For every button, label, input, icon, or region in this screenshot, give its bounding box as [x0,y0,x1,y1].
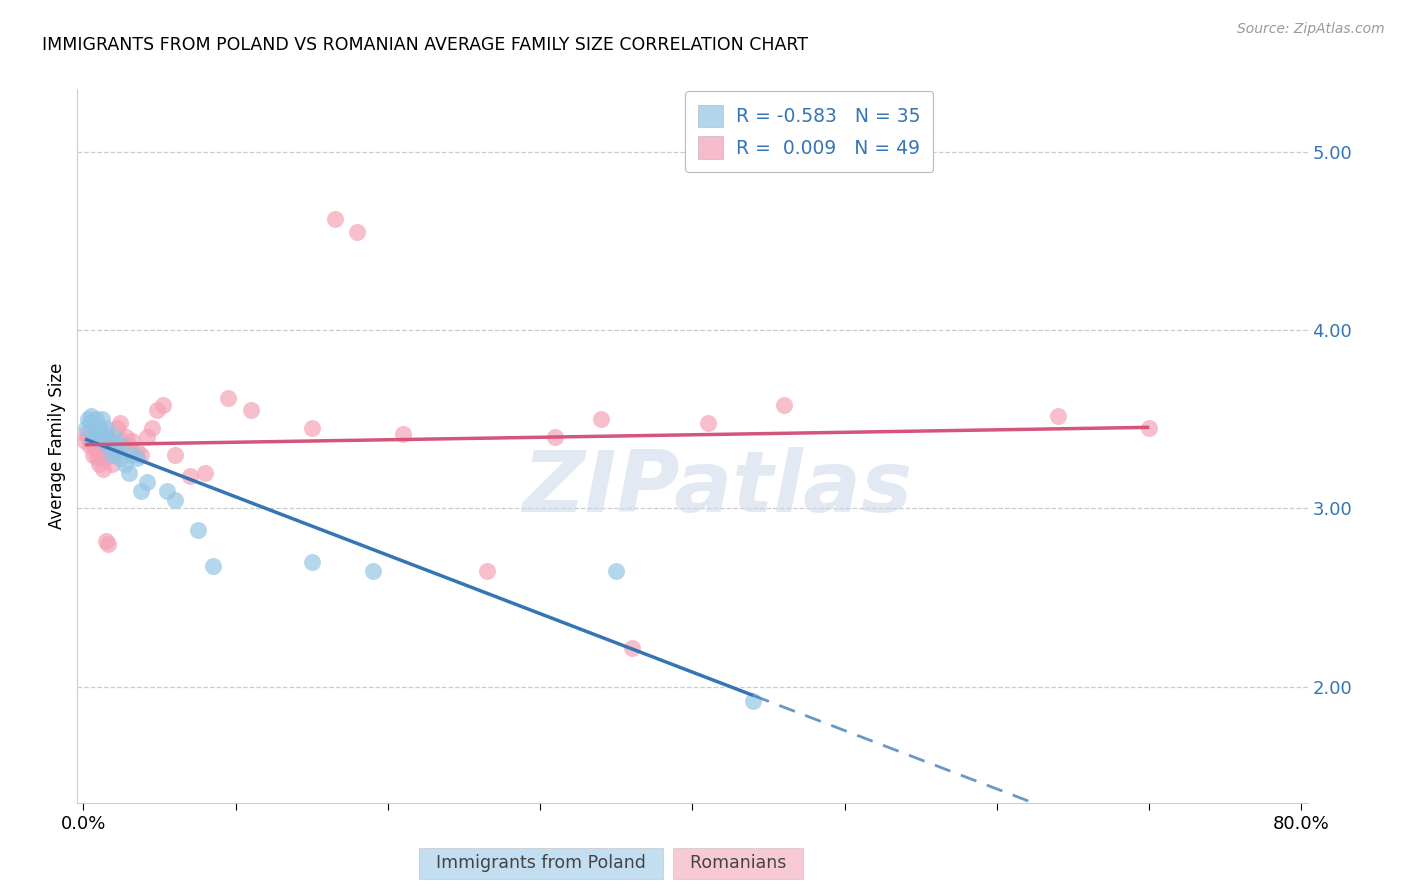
Point [392,426,415,441]
Point [83,421,105,435]
Point [80,409,103,423]
Point [97,439,120,453]
Point [101,448,124,462]
Point [82,448,104,462]
Point [80,434,103,448]
Point [121,448,143,462]
Point [105,444,128,458]
Point [125,444,148,458]
Point [100,434,122,448]
Point [1046,409,1069,423]
Point [301,421,323,435]
Text: Immigrants from Poland: Immigrants from Poland [426,855,657,872]
Point [141,421,163,435]
Legend: R = -0.583   N = 35, R =  0.009   N = 49: R = -0.583 N = 35, R = 0.009 N = 49 [685,92,934,172]
Point [91,434,114,448]
Point [84,444,107,458]
Point [201,558,224,573]
Point [187,523,209,537]
Point [114,457,136,471]
Point [82,430,104,444]
Point [84,412,107,426]
Point [118,466,141,480]
Point [361,564,384,578]
Point [110,434,132,448]
Point [301,555,323,569]
Point [73,434,96,448]
Point [129,448,152,462]
Point [89,448,111,462]
Point [620,640,643,655]
Point [239,403,262,417]
Point [79,439,101,453]
Point [179,469,201,483]
Point [93,426,115,441]
Point [696,416,718,430]
Point [129,483,152,498]
Point [544,430,567,444]
Point [96,421,118,435]
Point [121,434,143,448]
Point [75,426,97,441]
Point [100,434,122,448]
Text: IMMIGRANTS FROM POLAND VS ROMANIAN AVERAGE FAMILY SIZE CORRELATION CHART: IMMIGRANTS FROM POLAND VS ROMANIAN AVERA… [42,36,808,54]
Point [96,533,118,548]
Point [163,492,186,507]
Point [475,564,498,578]
Point [125,451,148,466]
Text: Source: ZipAtlas.com: Source: ZipAtlas.com [1237,22,1385,37]
Point [101,457,124,471]
Point [83,439,105,453]
Point [1137,421,1160,435]
Point [323,212,346,227]
Point [591,412,613,426]
Point [91,462,114,476]
Point [742,694,765,708]
Point [605,564,627,578]
Point [77,430,100,444]
Point [89,426,111,441]
Point [110,439,132,453]
Point [90,439,112,453]
Point [136,430,159,444]
Text: Romanians: Romanians [679,855,797,872]
Point [98,439,121,453]
Point [217,391,239,405]
Point [108,416,131,430]
Point [86,430,108,444]
Point [103,430,125,444]
Point [87,457,110,471]
Point [105,421,128,435]
Point [79,416,101,430]
Point [152,398,174,412]
Point [108,451,131,466]
Point [163,448,186,462]
Point [136,475,159,489]
Point [87,421,110,435]
Y-axis label: Average Family Size: Average Family Size [48,363,66,529]
Point [103,444,125,458]
Point [97,537,120,551]
Point [346,225,368,239]
Point [86,451,108,466]
Point [118,439,141,453]
Point [90,412,112,426]
Text: ZIPatlas: ZIPatlas [522,447,912,531]
Point [772,398,794,412]
Point [145,403,167,417]
Point [194,466,217,480]
Point [156,483,179,498]
Point [93,451,115,466]
Point [77,412,100,426]
Point [75,421,97,435]
Point [115,430,138,444]
